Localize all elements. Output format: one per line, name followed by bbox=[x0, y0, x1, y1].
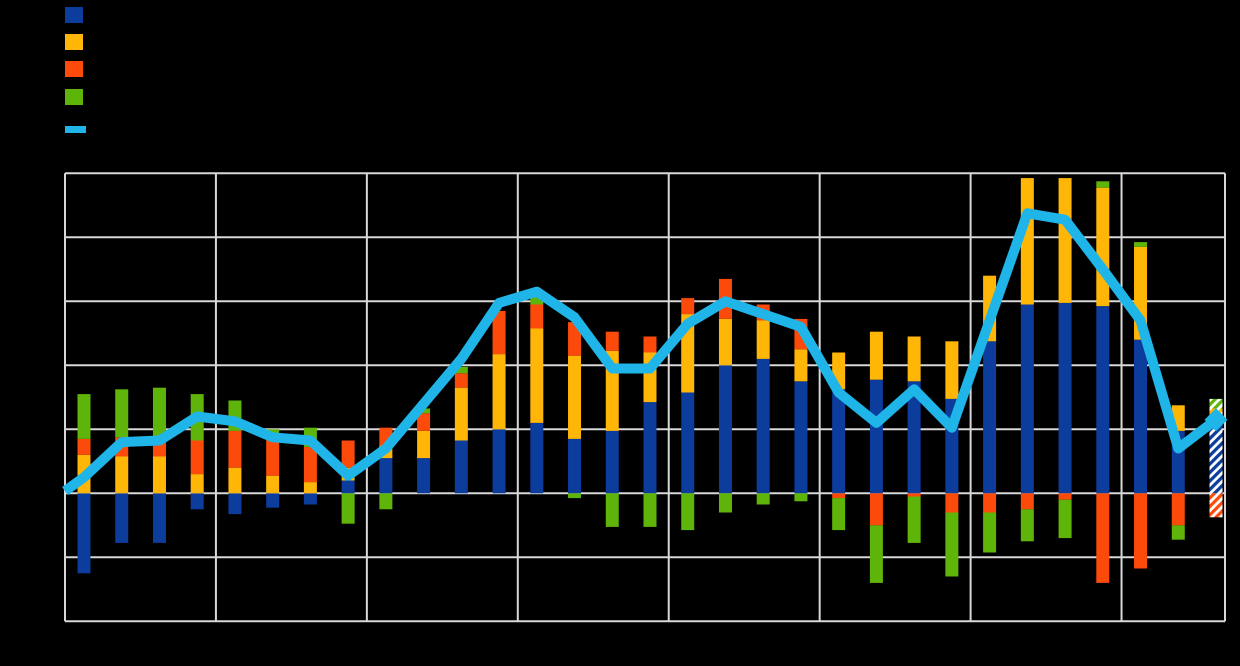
bar-segment-red bbox=[1021, 493, 1034, 509]
bar-segment-red bbox=[191, 441, 204, 475]
bar-segment-blue bbox=[530, 423, 543, 493]
bar-segment-green bbox=[115, 389, 128, 437]
legend-swatch-series-yellow bbox=[65, 34, 83, 50]
bar-segment-red bbox=[908, 493, 921, 496]
bar-segment-blue bbox=[568, 439, 581, 493]
bar-segment-green bbox=[379, 493, 392, 509]
bar-segment-red bbox=[78, 439, 91, 455]
bar-segment-red bbox=[1096, 493, 1109, 583]
bar-segment-green bbox=[644, 493, 657, 527]
bar-segment-green bbox=[1021, 509, 1034, 541]
bar-segment-green bbox=[606, 493, 619, 527]
bar-segment-green bbox=[832, 498, 845, 530]
bar-segment-red bbox=[455, 373, 468, 387]
bar-segment-blue bbox=[757, 359, 770, 493]
legend-swatch-total-line bbox=[65, 126, 86, 133]
bar-segment-yellow bbox=[530, 329, 543, 423]
bar-segment-green bbox=[945, 513, 958, 577]
bar-segment-yellow bbox=[908, 337, 921, 382]
bar-segment-blue bbox=[983, 341, 996, 493]
bar-segment-yellow bbox=[1021, 178, 1034, 304]
bar-segment-yellow bbox=[266, 476, 279, 494]
bar-segment-green bbox=[342, 493, 355, 523]
bar-segment-red bbox=[304, 447, 317, 482]
bar-segment-blue bbox=[342, 481, 355, 494]
bar-segment-green bbox=[1134, 242, 1147, 247]
bar-segment-blue bbox=[417, 458, 430, 493]
bar-segment-blue bbox=[832, 389, 845, 493]
bar-segment-yellow bbox=[945, 341, 958, 399]
bar-segment-green bbox=[719, 493, 732, 512]
bar-segment-green bbox=[1172, 525, 1185, 539]
bar-segment-red bbox=[644, 337, 657, 353]
bar-segment-blue bbox=[379, 458, 392, 493]
bar-segment-blue bbox=[1096, 306, 1109, 493]
bar-segment-green bbox=[757, 493, 770, 504]
bar-segment-yellow bbox=[455, 388, 468, 441]
bar-segment-blue bbox=[719, 365, 732, 493]
bar-segment-yellow bbox=[115, 457, 128, 494]
bar-segment-green bbox=[681, 493, 694, 530]
bar-segment-green bbox=[153, 388, 166, 438]
bar-segment-red bbox=[228, 431, 241, 468]
bar-segment-green bbox=[78, 394, 91, 439]
bar-segment-blue bbox=[1021, 305, 1034, 494]
bar-segment-blue bbox=[870, 380, 883, 494]
bar-segment-green bbox=[908, 497, 921, 543]
bar-segment-red bbox=[1172, 493, 1185, 525]
bar-segment-red bbox=[530, 305, 543, 329]
bar-segment-yellow bbox=[417, 431, 430, 458]
bar-segment-blue bbox=[266, 493, 279, 507]
chart-figure bbox=[0, 0, 1240, 666]
bar-segment-red bbox=[1134, 493, 1147, 568]
bar-segment-blue bbox=[1059, 303, 1072, 493]
bar-segment-blue bbox=[794, 381, 807, 493]
bar-segment-red bbox=[870, 493, 883, 525]
bar-segment-yellow bbox=[228, 468, 241, 494]
bar-segment-yellow bbox=[757, 321, 770, 359]
bar-segment-blue bbox=[1134, 340, 1147, 494]
bar-segment-blue bbox=[606, 431, 619, 493]
bar-segment-blue bbox=[304, 493, 317, 504]
bar-segment-red bbox=[832, 493, 845, 498]
bar-segment-yellow bbox=[719, 319, 732, 365]
bar-segment-yellow bbox=[493, 354, 506, 429]
legend-swatch-series-green bbox=[65, 89, 83, 105]
bar-segment-red bbox=[983, 493, 996, 512]
bar-segment-green-forecast bbox=[1210, 399, 1223, 409]
bar-segment-green bbox=[983, 513, 996, 553]
bar-segment-red bbox=[266, 439, 279, 476]
bar-segment-red-forecast bbox=[1210, 493, 1223, 517]
bar-segment-red bbox=[945, 493, 958, 512]
bar-segment-blue bbox=[644, 402, 657, 493]
bar-segment-yellow bbox=[1096, 188, 1109, 306]
bar-segment-green bbox=[794, 493, 807, 501]
bar-segment-blue bbox=[191, 493, 204, 509]
bar-segment-blue bbox=[681, 393, 694, 494]
bar-segment-blue bbox=[153, 493, 166, 543]
bar-segment-yellow bbox=[794, 349, 807, 381]
bar-segment-yellow bbox=[153, 457, 166, 494]
bar-segment-green bbox=[1059, 500, 1072, 538]
legend-swatch-series-red bbox=[65, 61, 83, 77]
bar-segment-blue bbox=[455, 441, 468, 494]
stacked-bar-line-chart bbox=[0, 0, 1240, 666]
bar-segment-green bbox=[1096, 181, 1109, 187]
bar-segment-yellow bbox=[191, 474, 204, 493]
bar-segment-blue bbox=[228, 493, 241, 514]
bar-segment-red bbox=[606, 332, 619, 351]
bar-segment-blue bbox=[78, 493, 91, 573]
bar-segment-red bbox=[1059, 493, 1072, 499]
bar-segment-yellow bbox=[1059, 178, 1072, 303]
bar-segment-blue bbox=[115, 493, 128, 543]
bar-segment-red bbox=[681, 298, 694, 314]
bar-segment-green bbox=[568, 493, 581, 498]
bar-segment-green bbox=[870, 525, 883, 583]
bar-segment-yellow bbox=[568, 356, 581, 439]
bar-segment-blue bbox=[493, 429, 506, 493]
bar-segment-red bbox=[342, 441, 355, 468]
bar-segment-yellow bbox=[304, 482, 317, 493]
bar-segment-yellow bbox=[870, 332, 883, 380]
legend-swatch-series-blue bbox=[65, 7, 83, 23]
